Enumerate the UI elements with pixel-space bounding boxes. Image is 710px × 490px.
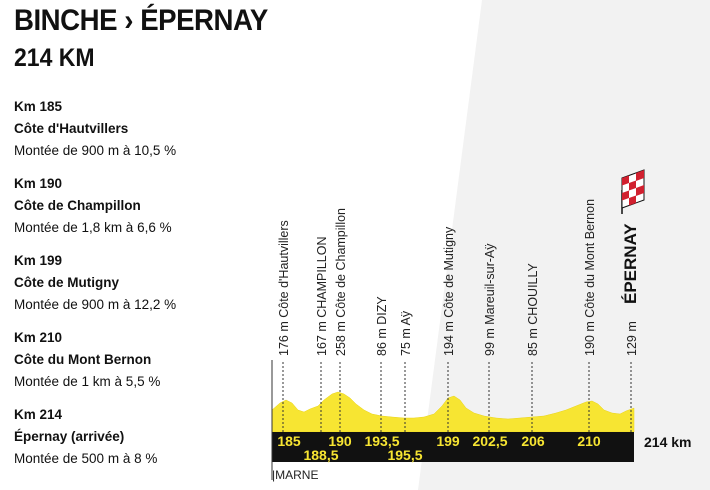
climb-info: Km 185 Côte d'Hautvillers Montée de 900 … xyxy=(14,96,254,162)
climb-km: Km 210 xyxy=(14,330,63,345)
stage-distance: 214 KM xyxy=(14,44,95,72)
total-distance: 214 km xyxy=(644,434,692,450)
climb-detail: Montée de 500 m à 8 % xyxy=(14,451,158,466)
climb-name: Côte de Mutigny xyxy=(14,275,119,290)
profile-km-label: 188,5 xyxy=(303,447,338,463)
profile-point-label: 190 m Côte du Mont Bernon xyxy=(583,199,597,356)
profile-point-label: 75 m Aÿ xyxy=(399,310,413,356)
profile-point-label: 194 m Côte de Mutigny xyxy=(442,226,456,356)
profile-km-label: 206 xyxy=(521,433,545,449)
climb-name: Côte du Mont Bernon xyxy=(14,352,152,367)
climb-km: Km 190 xyxy=(14,176,63,191)
finish-name: ÉPERNAY xyxy=(621,223,640,304)
climb-detail: Montée de 900 m à 12,2 % xyxy=(14,297,177,312)
profile-km-label: 195,5 xyxy=(387,447,422,463)
finish-flag-icon xyxy=(621,169,645,214)
climb-name: Côte de Champillon xyxy=(14,198,141,213)
profile-point-label: 86 m DIZY xyxy=(375,296,389,356)
climb-detail: Montée de 1 km à 5,5 % xyxy=(14,374,161,389)
profile-point-label: 258 m Côte de Champillon xyxy=(334,208,348,356)
profile-km-label: 193,5 xyxy=(364,433,399,449)
profile-point-label: 99 m Mareuil-sur-Aÿ xyxy=(483,243,497,356)
profile-km-label: 202,5 xyxy=(472,433,507,449)
profile-km-label: 199 xyxy=(436,433,460,449)
climb-name: Côte d'Hautvillers xyxy=(14,121,129,136)
climb-km: Km 214 xyxy=(14,407,63,422)
profile-point-label: 167 m CHAMPILLON xyxy=(315,237,329,356)
climb-detail: Montée de 1,8 km à 6,6 % xyxy=(14,220,172,235)
climb-km: Km 185 xyxy=(14,99,63,114)
profile-km-label: 190 xyxy=(328,433,352,449)
climb-info: Km 210 Côte du Mont Bernon Montée de 1 k… xyxy=(14,327,254,393)
climb-info: Km 190 Côte de Champillon Montée de 1,8 … xyxy=(14,173,254,239)
profile-point-label: 85 m CHOUILLY xyxy=(526,262,540,356)
climb-km: Km 199 xyxy=(14,253,63,268)
profile-point-label: 129 m xyxy=(625,321,639,356)
climb-name: Épernay (arrivée) xyxy=(14,429,125,444)
profile-point-label: 176 m Côte d'Hautvillers xyxy=(277,220,291,356)
department-label: |MARNE xyxy=(272,468,319,482)
profile-km-label: 185 xyxy=(277,433,301,449)
profile-km-label: 210 xyxy=(577,433,601,449)
stage-title: BINCHE › ÉPERNAY xyxy=(14,4,268,37)
climb-info: Km 199 Côte de Mutigny Montée de 900 m à… xyxy=(14,250,254,316)
distance-bar xyxy=(272,432,634,462)
climb-detail: Montée de 900 m à 10,5 % xyxy=(14,143,177,158)
climb-info: Km 214 Épernay (arrivée) Montée de 500 m… xyxy=(14,404,254,470)
elevation-profile xyxy=(271,391,635,433)
